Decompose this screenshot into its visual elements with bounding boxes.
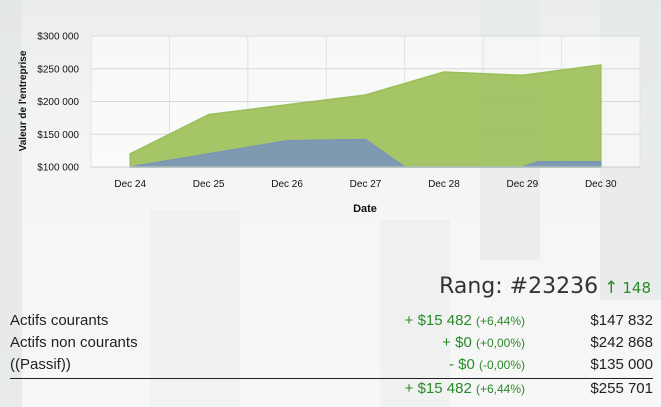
arrow-up-icon: ↑ <box>604 278 619 298</box>
total-change: + $15 482 (+6,44%) <box>404 380 525 397</box>
y-tick-label: $300 000 <box>37 32 79 43</box>
chart-axes: $100 000 $150 000 $200 000 $250 000 $300 000… <box>37 32 640 190</box>
y-tick-label: $250 000 <box>37 64 79 75</box>
rank-display: Rang: #23236 ↑ 148 <box>439 274 651 299</box>
area-series-1 <box>129 64 602 168</box>
row-label: Actifs non courants <box>10 334 138 351</box>
y-tick-label: $200 000 <box>37 97 79 108</box>
row-value: $147 832 <box>590 312 653 329</box>
x-tick-label: Dec 29 <box>507 179 539 190</box>
y-axis-label: Valeur de l'entreprise <box>18 50 29 151</box>
row-change: + $15 482 (+6,44%) <box>404 312 525 329</box>
rank-label: Rang: #23236 <box>439 274 599 299</box>
table-row: Actifs courants + $15 482 (+6,44%) $147 … <box>10 312 653 334</box>
area-chart: $100 000 $150 000 $200 000 $250 000 $300 000… <box>18 32 641 215</box>
table-row: ((Passif)) - $0 (-0,00%) $135 000 <box>10 356 653 378</box>
x-tick-label: Dec 30 <box>585 179 617 190</box>
row-label: Actifs courants <box>10 312 109 329</box>
total-value: $255 701 <box>590 380 653 397</box>
rank-delta: 148 <box>622 279 651 297</box>
x-tick-label: Dec 27 <box>350 179 382 190</box>
balance-table: Actifs courants + $15 482 (+6,44%) $147 … <box>10 312 653 402</box>
y-tick-label: $100 000 <box>37 163 79 174</box>
y-tick-label: $150 000 <box>37 130 79 141</box>
table-row: Actifs non courants + $0 (+0,00%) $242 8… <box>10 334 653 356</box>
row-label: ((Passif)) <box>10 356 71 373</box>
row-change: - $0 (-0,00%) <box>448 356 525 373</box>
row-change: + $0 (+0,00%) <box>442 334 525 351</box>
row-value: $242 868 <box>590 334 653 351</box>
x-tick-label: Dec 26 <box>271 179 303 190</box>
x-tick-label: Dec 28 <box>428 179 460 190</box>
row-value: $135 000 <box>590 356 653 373</box>
total-row: + $15 482 (+6,44%) $255 701 <box>10 378 653 402</box>
x-axis-label: Date <box>353 203 377 215</box>
x-tick-label: Dec 24 <box>114 179 146 190</box>
x-tick-label: Dec 25 <box>193 179 225 190</box>
